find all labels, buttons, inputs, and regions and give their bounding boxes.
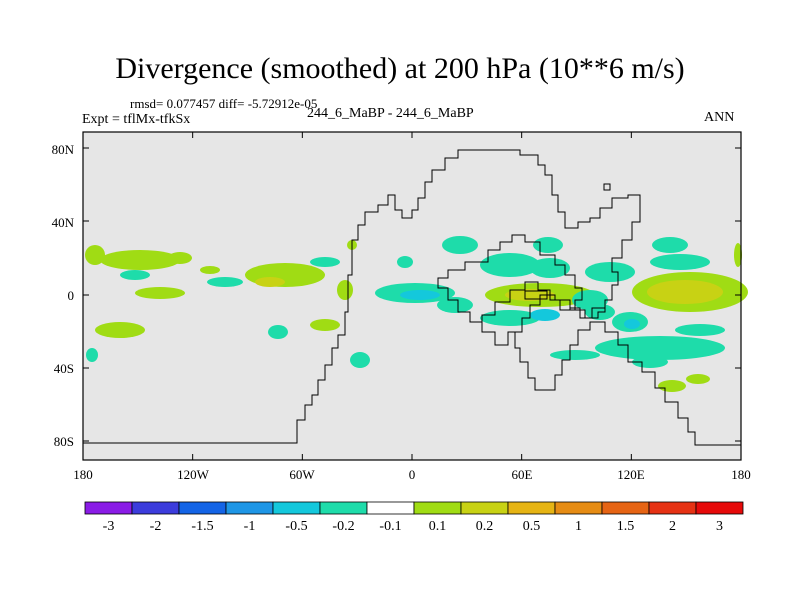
colorbar-swatch xyxy=(272,501,321,515)
colorbar-label: -0.2 xyxy=(332,519,355,534)
colorbar-swatch xyxy=(648,501,697,515)
contour-blob xyxy=(200,266,220,274)
contour-blob xyxy=(658,380,686,392)
lat-tick-label: 80S xyxy=(53,434,74,449)
inland-outline xyxy=(437,234,583,323)
colorbar-swatch xyxy=(225,501,274,515)
contour-blob xyxy=(624,319,640,329)
contour-blob xyxy=(686,374,710,384)
contour-blob xyxy=(337,280,353,300)
colorbar-label: -1 xyxy=(243,519,256,534)
colorbar-label: -3 xyxy=(102,519,115,534)
colorbar-label: -2 xyxy=(149,519,162,534)
contour-blob xyxy=(168,252,192,264)
colorbar-label: 0.2 xyxy=(475,519,494,534)
island-outline xyxy=(603,183,611,191)
colorbar-label: 0.1 xyxy=(428,519,447,534)
colorbar xyxy=(84,501,744,515)
contour-blob xyxy=(400,290,440,300)
colorbar-swatch xyxy=(84,501,133,515)
colorbar-label: 1.5 xyxy=(616,519,635,534)
colorbar-swatch xyxy=(131,501,180,515)
colorbar-label: -0.5 xyxy=(285,519,308,534)
contour-blob xyxy=(652,237,688,253)
colorbar-swatch xyxy=(695,501,744,515)
contour-blob xyxy=(310,257,340,267)
contour-blob xyxy=(268,325,288,339)
contour-blob xyxy=(595,336,725,360)
colorbar-label: 2 xyxy=(669,519,676,534)
lat-tick-label: 40N xyxy=(51,215,74,230)
contour-blob xyxy=(505,289,555,301)
contour-blob xyxy=(480,253,540,277)
lon-tick-label: 180 xyxy=(73,467,93,482)
lon-tick-label: 120W xyxy=(177,467,209,482)
colorbar-label: 3 xyxy=(716,519,723,534)
stats-label: rmsd= 0.077457 diff= -5.72912e-05 xyxy=(130,96,318,111)
experiment-label: Expt = tflMx-tfkSx xyxy=(82,112,191,127)
colorbar-label: -1.5 xyxy=(191,519,214,534)
colorbar-label: 1 xyxy=(575,519,582,534)
contour-blob xyxy=(350,352,370,368)
contour-blob xyxy=(734,243,742,267)
contour-blob xyxy=(650,254,710,270)
lat-tick-label: 40S xyxy=(53,361,74,376)
contour-blob xyxy=(255,277,285,287)
case-label: 244_6_MaBP - 244_6_MaBP xyxy=(307,106,474,121)
colorbar-swatch xyxy=(507,501,556,515)
contour-blob xyxy=(442,236,478,254)
colorbar-swatch xyxy=(554,501,603,515)
contour-blob xyxy=(95,322,145,338)
colorbar-swatch xyxy=(601,501,650,515)
season-label: ANN xyxy=(704,110,735,125)
lat-tick-label: 80N xyxy=(51,142,74,157)
colorbar-swatch xyxy=(460,501,509,515)
contour-blob xyxy=(550,350,600,360)
colorbar-swatch xyxy=(366,501,415,515)
lon-tick-label: 120E xyxy=(617,467,645,482)
continent-outlines xyxy=(83,149,741,446)
contour-blob xyxy=(120,270,150,280)
lon-tick-label: 60E xyxy=(511,467,533,482)
axis-ticks xyxy=(82,132,742,460)
contour-blob xyxy=(585,262,635,282)
lat-tick-label: 0 xyxy=(67,288,75,303)
divergence-contours xyxy=(85,236,748,392)
western-continent-outline xyxy=(83,149,741,446)
contour-blob xyxy=(86,348,98,362)
map-title: Divergence (smoothed) at 200 hPa (10**6 … xyxy=(115,52,685,85)
contour-blob xyxy=(135,287,185,299)
contour-blob xyxy=(530,309,560,321)
colorbar-label: 0.5 xyxy=(522,519,541,534)
colorbar-swatch xyxy=(413,501,462,515)
colorbar-label: -0.1 xyxy=(379,519,402,534)
contour-blob xyxy=(310,319,340,331)
lon-tick-label: 60W xyxy=(289,467,315,482)
lon-tick-label: 0 xyxy=(408,467,416,482)
lon-tick-label: 180 xyxy=(731,467,751,482)
small-box-outline xyxy=(524,290,548,300)
contour-blob xyxy=(675,324,725,336)
contour-blob xyxy=(100,250,180,270)
contour-blob xyxy=(632,356,668,368)
contour-blob xyxy=(437,297,473,313)
contour-blob xyxy=(480,310,540,326)
contour-blob xyxy=(647,280,723,304)
colorbar-swatch xyxy=(319,501,368,515)
contour-blob xyxy=(397,256,413,268)
southeast-outline xyxy=(560,299,605,319)
inner-outline xyxy=(470,321,515,346)
contour-blob xyxy=(533,237,563,253)
contour-blob xyxy=(530,258,570,278)
contour-blob xyxy=(207,277,243,287)
colorbar-swatch xyxy=(178,501,227,515)
